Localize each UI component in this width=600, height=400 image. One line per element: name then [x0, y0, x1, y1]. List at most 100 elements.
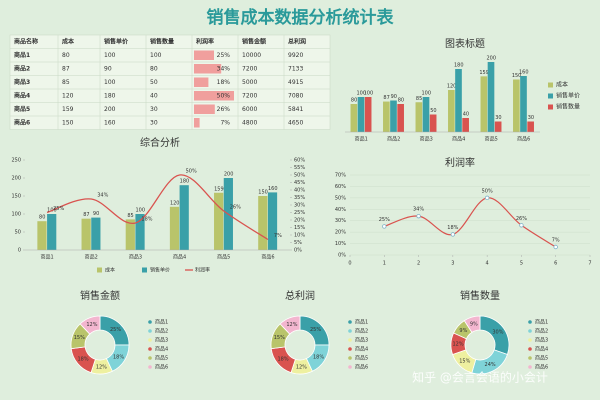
bar-label: 159	[214, 186, 224, 192]
legend-label: 商品2	[355, 328, 368, 335]
point-label: 50%	[482, 188, 493, 194]
table-header: 总利润	[288, 37, 306, 45]
bar	[487, 62, 495, 132]
point	[382, 224, 387, 229]
table-cell: 26%	[217, 106, 231, 113]
table-cell: 160	[104, 119, 116, 126]
legend-swatch	[348, 365, 352, 369]
slice-label: 24%	[485, 362, 496, 368]
table-cell: 18%	[217, 79, 231, 86]
legend-swatch	[142, 267, 147, 273]
table-background	[9, 34, 331, 130]
table-cell: 50	[150, 79, 158, 86]
table-header: 成本	[62, 37, 75, 45]
y2-tick-label: 25%	[294, 210, 305, 216]
table-cell: 7133	[288, 65, 303, 72]
legend-swatch	[348, 329, 352, 333]
legend-label: 成本	[556, 81, 568, 89]
y2-tick-label: 5%	[294, 240, 302, 246]
y-tick-label: 100	[11, 212, 21, 218]
bar-label: 80	[39, 215, 45, 221]
y-tick-label: 20%	[335, 230, 346, 236]
table-cell: 30	[150, 106, 158, 113]
x-tick-label: 商品1	[40, 254, 53, 261]
legend-swatch	[348, 356, 352, 360]
legend-swatch	[528, 356, 532, 360]
table-cell: 100	[104, 79, 116, 86]
legend-label: 商品5	[155, 355, 168, 362]
bar-label: 87	[83, 212, 89, 218]
bar-label: 150	[258, 190, 268, 196]
table-cell: 10000	[242, 52, 261, 59]
slice-label: 15%	[274, 335, 285, 341]
bar-label: 120	[170, 200, 180, 206]
table-cell: 87	[62, 65, 70, 72]
bar-label: 80	[398, 98, 404, 104]
legend-label: 商品4	[355, 346, 368, 353]
y2-tick-label: 50%	[294, 173, 305, 179]
legend-label: 销售单价	[150, 267, 170, 274]
bar	[357, 97, 365, 132]
x-tick-label: 2	[417, 261, 420, 267]
legend-swatch	[528, 320, 532, 324]
line-label: 26%	[230, 205, 241, 211]
legend-label: 商品6	[535, 364, 548, 371]
table-cell: 商品2	[14, 64, 30, 72]
point	[416, 213, 421, 219]
table-header: 利润率	[195, 37, 214, 45]
table-header: 销售数量	[150, 37, 174, 45]
bar	[415, 102, 423, 132]
point-label: 25%	[379, 217, 390, 223]
line-label: 34%	[97, 193, 108, 199]
table-header: 销售金额	[242, 37, 266, 45]
bar	[462, 118, 469, 132]
y2-tick-label: 35%	[294, 195, 305, 201]
x-tick-label: 商品1	[355, 136, 368, 143]
profit-bar	[194, 77, 209, 87]
watermark: 知乎 @会言会语的小会计	[412, 370, 548, 385]
legend-swatch	[548, 104, 553, 110]
slice-label: 18%	[277, 357, 288, 363]
y-tick-label: 30%	[335, 218, 346, 224]
bar	[258, 196, 268, 250]
y-tick-label: 50%	[335, 195, 346, 201]
legend-label: 利润率	[195, 267, 210, 274]
bar	[527, 121, 534, 132]
legend-label: 销售单价	[556, 92, 580, 100]
slice-label: 30%	[492, 330, 503, 336]
table-cell: 商品4	[14, 91, 30, 99]
bar-label: 87	[383, 95, 389, 101]
bar	[37, 221, 47, 250]
y-tick-label: 40%	[335, 207, 346, 213]
x-tick-label: 4	[486, 261, 489, 267]
x-tick-label: 商品6	[517, 136, 530, 143]
slice-label: 12%	[86, 322, 97, 328]
x-tick-label: 商品2	[387, 136, 400, 143]
legend-label: 商品4	[535, 346, 548, 353]
x-tick-label: 商品5	[485, 136, 498, 143]
bar-label: 100	[364, 91, 374, 97]
bar-label: 180	[454, 63, 464, 69]
line-label: 50%	[186, 169, 197, 175]
y2-tick-label: 15%	[294, 225, 305, 231]
chart-title: 利润率	[445, 156, 475, 169]
table-cell: 50%	[217, 92, 231, 99]
point	[553, 244, 558, 250]
legend-label: 商品2	[155, 328, 168, 335]
line-label: 18%	[141, 217, 152, 223]
legend-swatch	[348, 347, 352, 351]
slice-label: 12%	[296, 364, 307, 370]
bar-label: 159	[479, 70, 489, 76]
table-cell: 5000	[242, 79, 257, 86]
legend-swatch	[528, 329, 532, 333]
table-header: 商品名称	[14, 37, 38, 45]
y2-tick-label: 30%	[294, 203, 305, 209]
legend-swatch	[528, 338, 532, 342]
chart-title: 销售金额	[80, 289, 120, 302]
bar-label: 100	[421, 91, 431, 97]
bar-label: 30	[495, 115, 501, 121]
bar	[390, 100, 397, 132]
legend-label: 商品2	[535, 328, 548, 335]
point	[519, 223, 524, 228]
legend-label: 商品3	[535, 337, 548, 344]
